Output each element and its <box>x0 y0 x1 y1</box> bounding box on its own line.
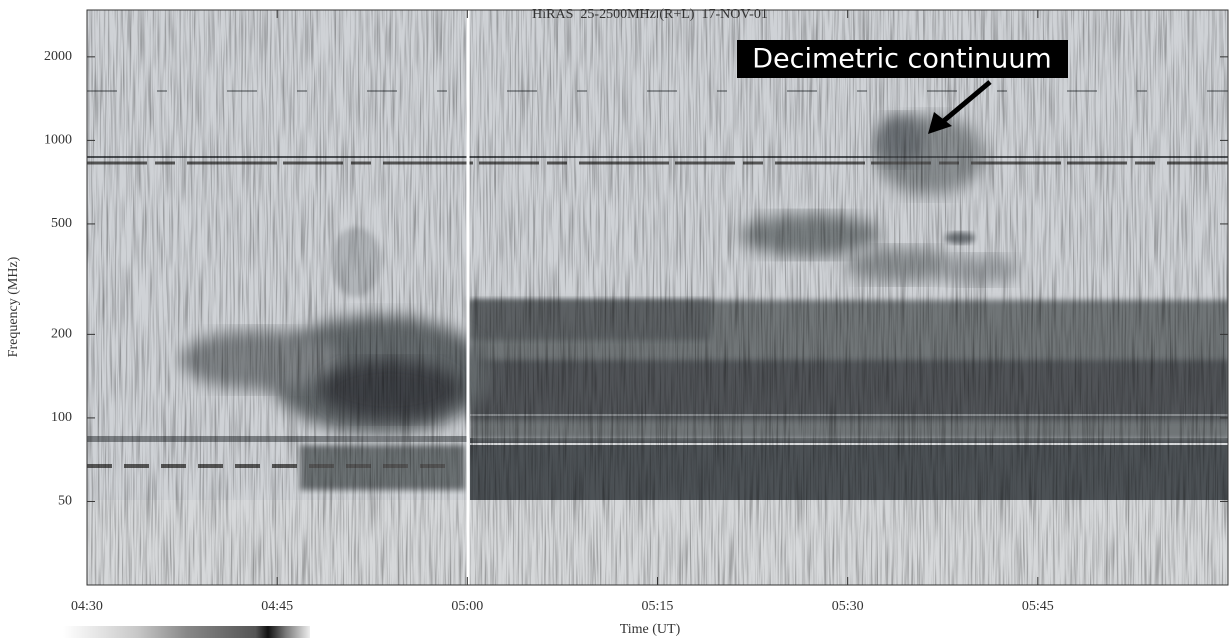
x-tick-label: 04:45 <box>261 599 293 614</box>
chart-title: HiRAS 25-2500MHz (R+L) 17-NOV-01 <box>532 7 768 22</box>
x-tick-label: 05:15 <box>642 599 674 614</box>
annotation-text: Decimetric continuum <box>752 44 1051 75</box>
y-axis-label: Frequency (MHz) <box>6 256 21 357</box>
x-tick-label: 04:30 <box>71 599 103 614</box>
spectrogram <box>87 10 1228 585</box>
color-bar <box>63 626 310 638</box>
x-tick-label: 05:30 <box>832 599 864 614</box>
y-tick-label: 100 <box>51 410 72 425</box>
x-tick-label: 05:00 <box>451 599 483 614</box>
x-tick-label: 05:45 <box>1022 599 1054 614</box>
annotation-arrow <box>938 80 992 126</box>
annotation-arrowhead <box>928 112 952 134</box>
y-tick-label: 50 <box>58 494 72 509</box>
y-tick-label: 200 <box>51 327 72 342</box>
y-tick-label: 500 <box>51 216 72 231</box>
y-tick-label: 1000 <box>44 133 72 148</box>
x-axis-label: Time (UT) <box>620 622 681 637</box>
annotation: Decimetric continuum <box>737 40 1068 134</box>
annotation-box <box>737 40 1068 78</box>
y-tick-label: 2000 <box>44 49 72 64</box>
